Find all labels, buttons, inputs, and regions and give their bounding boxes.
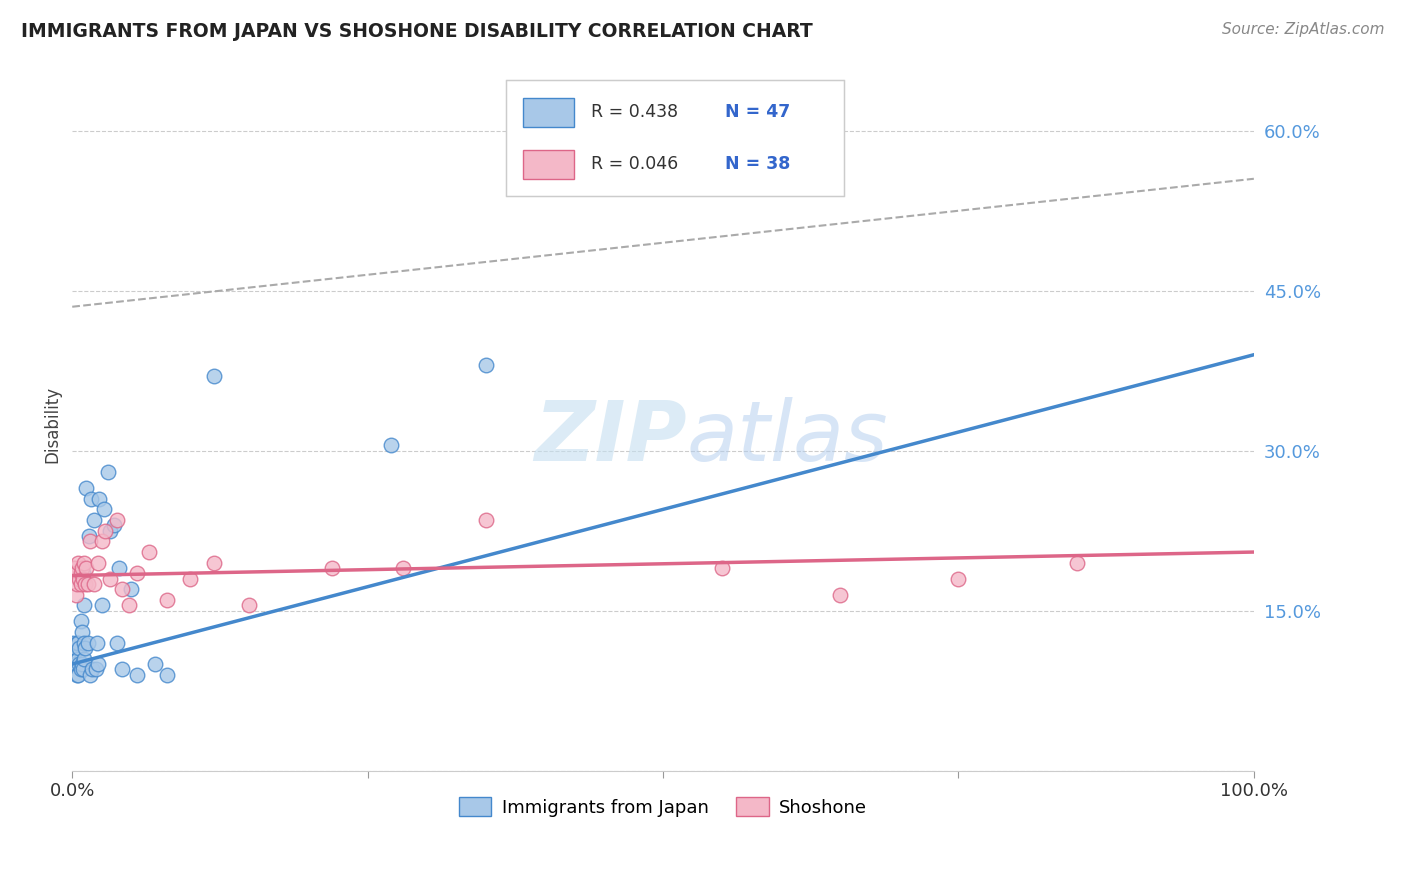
Point	[67, 657, 90, 671]
Point	[73, 651, 96, 665]
Text: R = 0.046: R = 0.046	[591, 155, 678, 173]
Point	[83, 577, 105, 591]
Text: N = 47: N = 47	[725, 103, 790, 121]
Point	[62, 561, 84, 575]
Point	[77, 529, 100, 543]
Point	[89, 491, 111, 506]
Point	[202, 369, 225, 384]
Point	[67, 651, 90, 665]
Point	[70, 625, 93, 640]
Point	[72, 662, 94, 676]
Point	[238, 599, 260, 613]
Point	[82, 662, 104, 676]
Point	[108, 561, 131, 575]
Point	[105, 513, 128, 527]
Point	[69, 577, 91, 591]
Point	[75, 641, 97, 656]
Point	[66, 636, 89, 650]
Point	[67, 636, 90, 650]
Point	[84, 662, 107, 676]
Point	[75, 577, 97, 591]
Point	[65, 641, 87, 656]
Point	[72, 572, 94, 586]
Point	[63, 561, 86, 575]
Point	[75, 481, 97, 495]
Point	[111, 582, 134, 597]
Point	[86, 636, 108, 650]
Text: ZIP: ZIP	[534, 398, 686, 478]
Point	[711, 561, 734, 575]
Point	[143, 657, 166, 671]
Point	[65, 566, 87, 581]
Point	[62, 636, 84, 650]
Point	[118, 599, 141, 613]
Point	[98, 524, 121, 538]
Point	[76, 577, 98, 591]
Point	[111, 662, 134, 676]
Point	[98, 572, 121, 586]
Point	[79, 534, 101, 549]
Point	[70, 561, 93, 575]
Point	[65, 588, 87, 602]
Point	[90, 534, 112, 549]
Point	[87, 657, 110, 671]
Point	[94, 524, 117, 538]
Point	[87, 556, 110, 570]
Point	[76, 636, 98, 650]
FancyBboxPatch shape	[523, 98, 574, 127]
Legend: Immigrants from Japan, Shoshone: Immigrants from Japan, Shoshone	[451, 790, 875, 824]
Point	[321, 561, 343, 575]
Point	[83, 513, 105, 527]
Text: IMMIGRANTS FROM JAPAN VS SHOSHONE DISABILITY CORRELATION CHART: IMMIGRANTS FROM JAPAN VS SHOSHONE DISABI…	[21, 22, 813, 41]
Point	[67, 641, 90, 656]
Point	[63, 641, 86, 656]
Point	[60, 566, 83, 581]
Point	[66, 667, 89, 681]
Point	[156, 593, 179, 607]
Point	[70, 657, 93, 671]
Point	[380, 438, 402, 452]
Point	[179, 572, 201, 586]
Point	[80, 491, 103, 506]
Point	[72, 566, 94, 581]
Point	[75, 561, 97, 575]
Point	[1066, 556, 1088, 570]
Point	[65, 657, 87, 671]
Point	[67, 556, 90, 570]
Text: R = 0.438: R = 0.438	[591, 103, 678, 121]
Point	[127, 667, 149, 681]
Point	[392, 561, 415, 575]
Point	[66, 577, 89, 591]
Point	[120, 582, 142, 597]
Point	[948, 572, 970, 586]
Point	[69, 615, 91, 629]
Text: atlas: atlas	[686, 398, 889, 478]
Point	[73, 636, 96, 650]
Point	[105, 636, 128, 650]
Point	[79, 667, 101, 681]
Point	[90, 599, 112, 613]
Point	[67, 572, 90, 586]
Point	[103, 518, 125, 533]
FancyBboxPatch shape	[523, 150, 574, 178]
Point	[475, 513, 498, 527]
Point	[93, 502, 115, 516]
Point	[69, 662, 91, 676]
Text: Source: ZipAtlas.com: Source: ZipAtlas.com	[1222, 22, 1385, 37]
Point	[97, 465, 120, 479]
Y-axis label: Disability: Disability	[44, 385, 60, 463]
Point	[156, 667, 179, 681]
Text: N = 38: N = 38	[725, 155, 790, 173]
Point	[830, 588, 852, 602]
Point	[202, 556, 225, 570]
Point	[127, 566, 149, 581]
Point	[67, 667, 90, 681]
Point	[69, 566, 91, 581]
Point	[475, 359, 498, 373]
Point	[138, 545, 160, 559]
Point	[73, 599, 96, 613]
Point	[73, 556, 96, 570]
